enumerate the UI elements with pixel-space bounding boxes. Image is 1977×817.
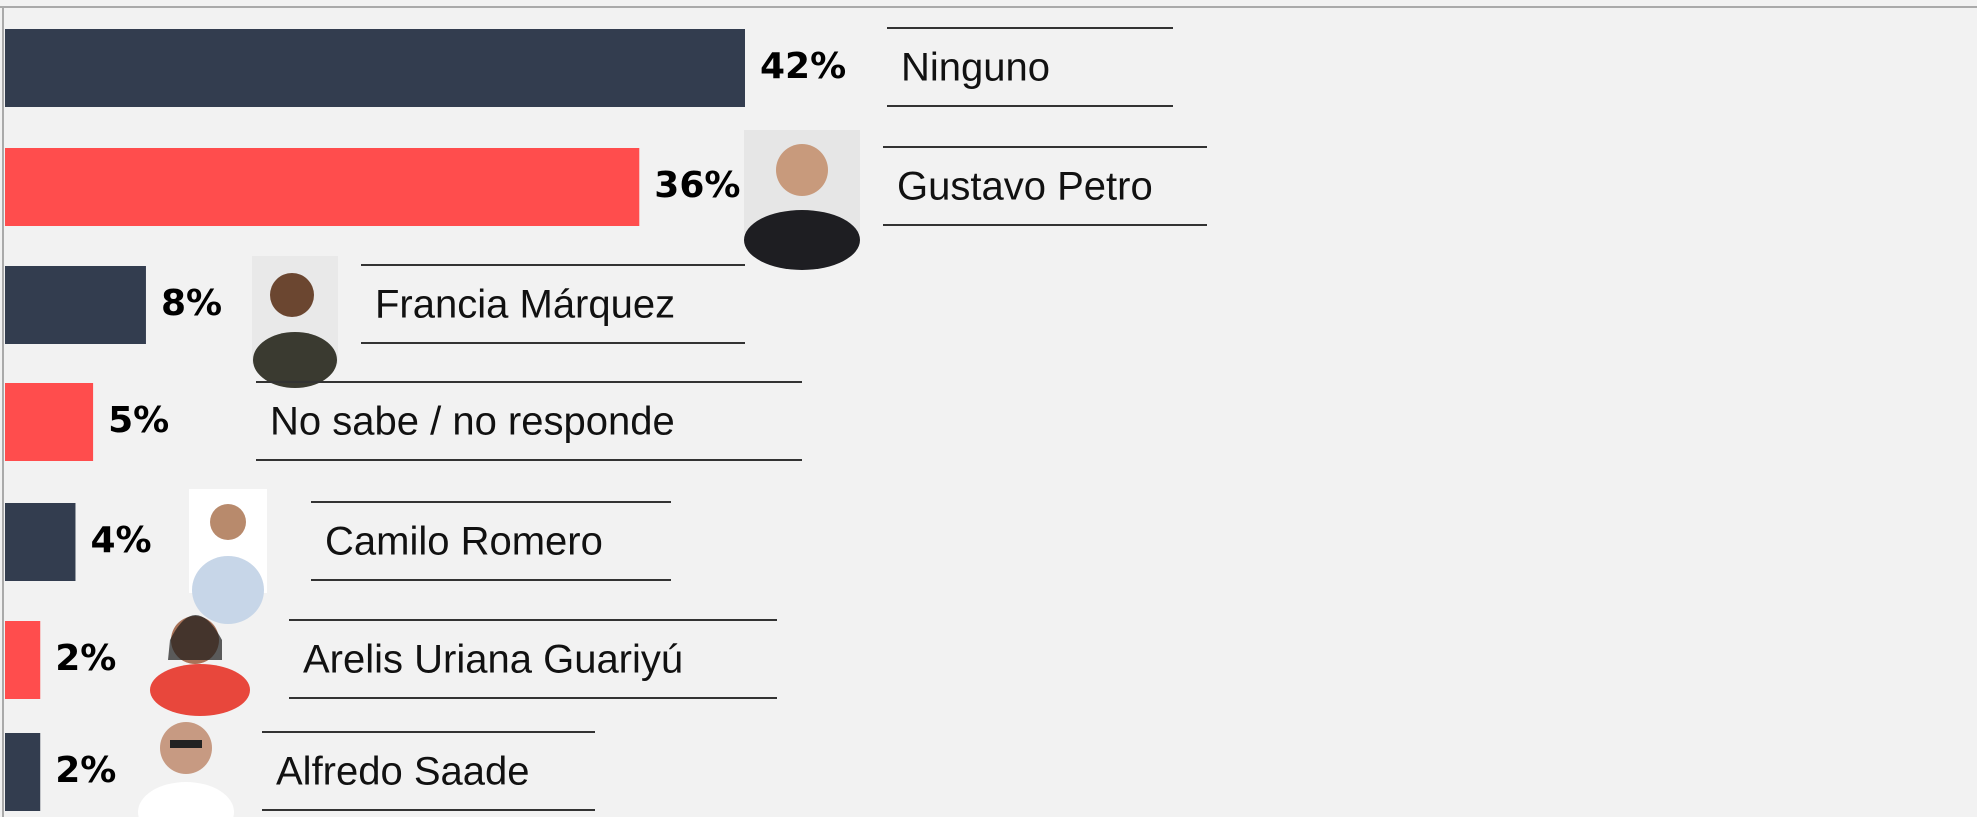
value-label: 36% — [654, 165, 740, 206]
value-label: 2% — [55, 638, 116, 679]
value-label: 2% — [55, 750, 116, 791]
bar — [5, 733, 40, 811]
bar — [5, 383, 93, 461]
value-label: 5% — [108, 400, 169, 441]
category-label: No sabe / no responde — [270, 400, 675, 444]
photo — [744, 130, 860, 270]
category-label: Camilo Romero — [325, 520, 603, 564]
value-label: 8% — [161, 283, 222, 324]
value-label: 42% — [760, 46, 846, 87]
bar — [5, 503, 75, 581]
chart: 42% Ninguno 36% Gustavo Petro 8% Francia Márq… — [0, 0, 1977, 817]
bar — [5, 266, 146, 344]
category-label: Ninguno — [901, 46, 1050, 90]
photo — [189, 489, 267, 624]
photo — [252, 256, 338, 388]
category-label: Francia Márquez — [375, 283, 675, 327]
category-label: Alfredo Saade — [276, 750, 530, 794]
category-label: Arelis Uriana Guariyú — [303, 638, 683, 682]
value-label: 4% — [90, 520, 151, 561]
bar — [5, 621, 40, 699]
bar — [5, 29, 745, 107]
category-label: Gustavo Petro — [897, 165, 1153, 209]
bar — [5, 148, 639, 226]
